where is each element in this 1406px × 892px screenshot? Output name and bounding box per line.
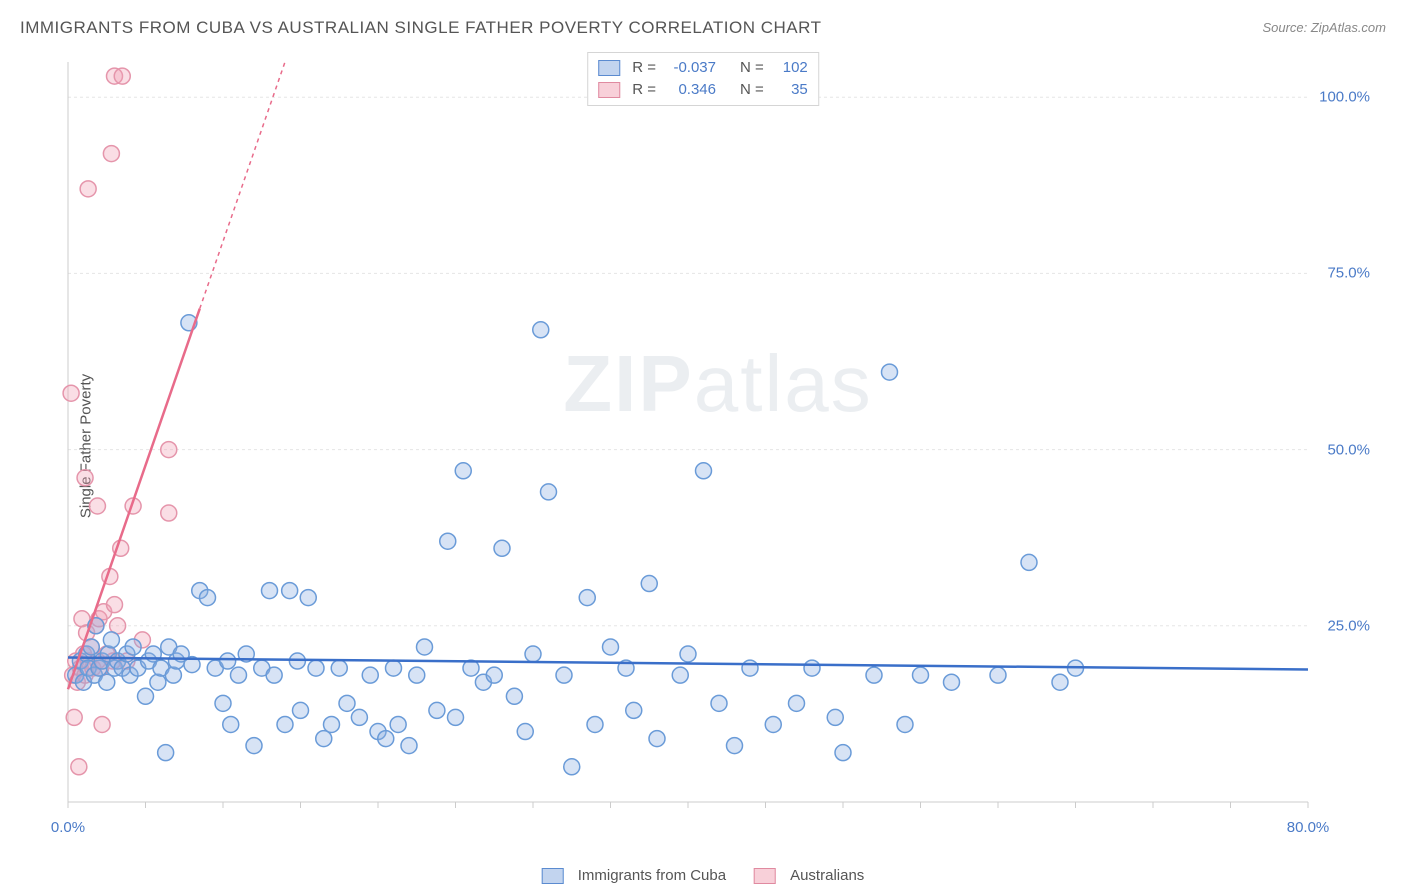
legend-item-pink: Australians: [754, 867, 864, 884]
swatch-pink-icon: [754, 868, 776, 884]
chart-title: IMMIGRANTS FROM CUBA VS AUSTRALIAN SINGL…: [20, 18, 822, 38]
n-label-2: N =: [740, 79, 764, 101]
y-tick-label: 50.0%: [1327, 441, 1370, 458]
legend-row-pink: R = 0.346 N = 35: [598, 79, 808, 101]
r-label-2: R =: [632, 79, 656, 101]
y-tick-label: 100.0%: [1319, 89, 1370, 106]
n-value-pink: 35: [770, 79, 808, 101]
legend-label-pink: Australians: [790, 867, 864, 884]
swatch-blue-icon: [542, 868, 564, 884]
scatter-svg: [58, 52, 1378, 842]
r-value-pink: 0.346: [662, 79, 716, 101]
swatch-blue-icon: [598, 60, 620, 76]
n-label: N =: [740, 57, 764, 79]
legend-item-blue: Immigrants from Cuba: [542, 867, 726, 884]
y-tick-label: 75.0%: [1327, 265, 1370, 282]
swatch-pink-icon: [598, 82, 620, 98]
x-tick-label: 80.0%: [1287, 819, 1330, 836]
y-tick-label: 25.0%: [1327, 617, 1370, 634]
n-value-blue: 102: [770, 57, 808, 79]
source-credit: Source: ZipAtlas.com: [1262, 20, 1386, 35]
source-link[interactable]: ZipAtlas.com: [1311, 20, 1386, 35]
source-label: Source:: [1262, 20, 1310, 35]
legend-row-blue: R = -0.037 N = 102: [598, 57, 808, 79]
legend-correlation: R = -0.037 N = 102 R = 0.346 N = 35: [587, 52, 819, 106]
r-label: R =: [632, 57, 656, 79]
legend-label-blue: Immigrants from Cuba: [578, 867, 726, 884]
r-value-blue: -0.037: [662, 57, 716, 79]
x-tick-label: 0.0%: [51, 819, 85, 836]
plot-area: ZIPatlas 25.0%50.0%75.0%100.0%0.0%80.0%: [58, 52, 1378, 842]
legend-series: Immigrants from Cuba Australians: [542, 867, 865, 884]
